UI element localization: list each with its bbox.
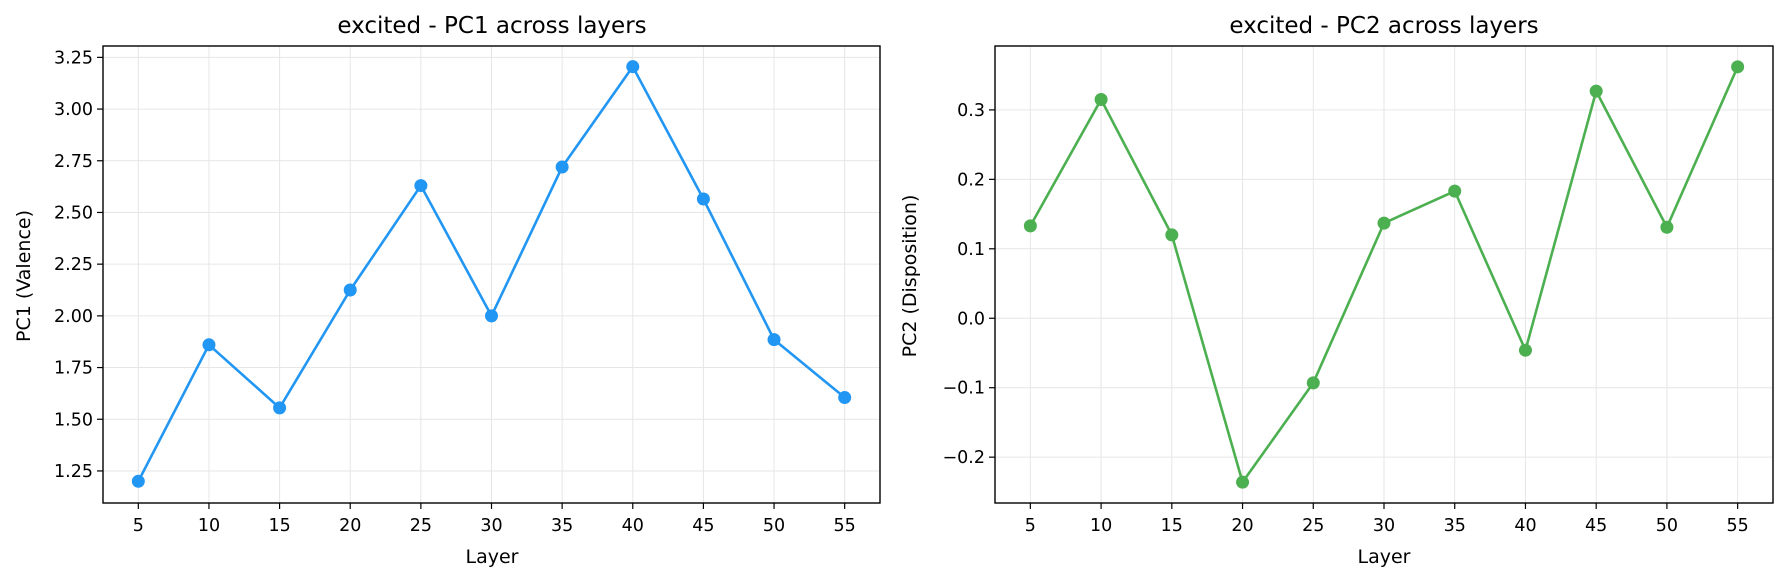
x-tick-label: 50 (1656, 516, 1678, 536)
x-tick-label: 35 (551, 516, 573, 536)
data-point (485, 309, 498, 323)
data-point (1306, 376, 1320, 390)
x-tick-label: 55 (1726, 516, 1748, 536)
x-tick-label: 15 (268, 516, 290, 536)
x-axis-label: Layer (1358, 546, 1411, 568)
data-point (131, 474, 145, 488)
y-tick-label: 0.2 (957, 170, 985, 190)
y-tick-label: 2.50 (54, 203, 93, 223)
data-point (1731, 60, 1745, 74)
data-point (414, 179, 428, 193)
y-tick-label: 2.75 (54, 152, 93, 172)
plot-frame (102, 45, 881, 504)
data-point (1377, 216, 1391, 230)
x-tick-label: 10 (1090, 516, 1112, 536)
x-tick-label: 15 (1161, 516, 1183, 536)
data-point (555, 160, 569, 174)
y-tick-label: 1.50 (54, 410, 93, 430)
x-tick-label: 20 (339, 516, 361, 536)
x-tick-label: 10 (198, 516, 220, 536)
data-point (202, 338, 216, 352)
grid (103, 46, 880, 503)
data-point (1660, 220, 1674, 234)
x-tick-label: 5 (1025, 516, 1036, 536)
y-tick-label: 0.1 (957, 240, 985, 260)
x-tick-label: 55 (834, 516, 856, 536)
data-point (1023, 219, 1037, 233)
x-tick-label: 30 (1373, 516, 1395, 536)
grid (995, 46, 1773, 503)
x-axis-label: Layer (466, 546, 519, 568)
data-point (838, 391, 852, 405)
data-point (696, 192, 710, 206)
data-point (1236, 475, 1250, 489)
y-tick-label: −0.1 (943, 379, 986, 399)
data-point (1448, 184, 1462, 198)
data-point (1094, 92, 1108, 106)
y-tick-label: 2.25 (54, 255, 93, 275)
chart-title: excited - PC2 across layers (1229, 13, 1538, 39)
data-point (626, 60, 640, 74)
data-point (767, 333, 781, 347)
x-tick-label: 20 (1231, 516, 1253, 536)
y-tick-label: 0.3 (957, 101, 985, 121)
y-tick-label: 1.75 (54, 359, 93, 379)
y-axis-label: PC2 (Disposition) (899, 195, 921, 358)
chart-panel-pc1: excited - PC1 across layers Layer PC1 (V… (13, 13, 881, 568)
chart-panel-pc2: excited - PC2 across layers Layer PC2 (D… (899, 13, 1774, 568)
x-tick-label: 35 (1444, 516, 1466, 536)
x-tick-label: 45 (1585, 516, 1607, 536)
plot-frame (994, 45, 1774, 504)
x-tick-label: 25 (1302, 516, 1324, 536)
x-tick-label: 30 (480, 516, 502, 536)
data-point (1165, 228, 1179, 242)
chart-title: excited - PC1 across layers (337, 13, 646, 39)
x-tick-label: 50 (763, 516, 785, 536)
y-axis-label: PC1 (Valence) (13, 210, 35, 342)
x-tick-label: 40 (622, 516, 644, 536)
x-tick-label: 5 (133, 516, 144, 536)
y-tick-label: 3.00 (54, 100, 93, 120)
y-tick-label: 3.25 (54, 48, 93, 68)
data-point (343, 283, 357, 297)
y-tick-label: 1.25 (54, 462, 93, 482)
data-point (1589, 84, 1603, 98)
y-tick-label: 0.0 (957, 309, 985, 329)
y-tick-label: −0.2 (943, 448, 986, 468)
data-point (273, 401, 287, 415)
y-tick-label: 2.00 (54, 307, 93, 327)
x-tick-label: 45 (692, 516, 714, 536)
x-tick-label: 25 (410, 516, 432, 536)
x-tick-label: 40 (1514, 516, 1536, 536)
data-point (1518, 343, 1532, 357)
